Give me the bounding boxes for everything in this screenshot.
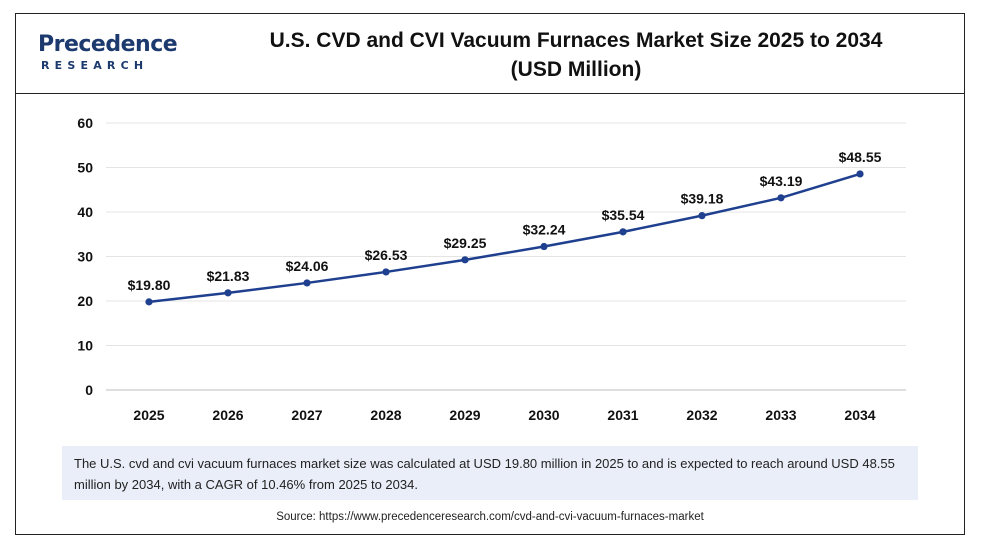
x-tick-label: 2034 [844,407,875,423]
data-label: $19.80 [128,277,171,293]
y-tick-label: 10 [77,338,93,354]
data-label: $24.06 [286,258,329,274]
x-tick-label: 2031 [607,407,638,423]
x-tick-label: 2028 [370,407,401,423]
x-tick-label: 2033 [765,407,796,423]
chart-title-line-2: (USD Million) [510,58,642,81]
x-tick-label: 2030 [528,407,559,423]
data-label: $39.18 [681,191,724,207]
logo: Precedence RESEARCH [38,32,188,76]
chart-title-line-1: U.S. CVD and CVI Vacuum Furnaces Market … [269,29,883,52]
data-point [856,170,864,178]
series-line [148,172,861,304]
source-citation: Source: https://www.precedenceresearch.c… [276,511,704,523]
data-point [461,256,469,264]
y-tick-label: 60 [77,115,93,131]
chart-title: U.S. CVD and CVI Vacuum Furnaces Market … [216,26,936,84]
y-tick-label: 40 [77,204,93,220]
x-tick-label: 2032 [686,407,717,423]
data-label: $21.83 [207,268,250,284]
data-point [698,212,706,220]
logo-subtitle: RESEARCH [41,59,149,72]
y-tick-label: 20 [77,293,93,309]
y-tick-label: 50 [77,160,93,176]
data-label: $35.54 [602,207,645,223]
data-point [777,194,785,202]
header: Precedence RESEARCH U.S. CVD and CVI Vac… [16,14,964,94]
data-label: $43.19 [760,173,803,189]
logo-wordmark: Precedence [38,32,178,57]
summary-note: The U.S. cvd and cvi vacuum furnaces mar… [62,446,918,500]
x-tick-label: 2025 [133,407,164,423]
data-point [303,279,311,287]
data-label: $29.25 [444,235,487,251]
data-label: $26.53 [365,247,408,263]
infographic-frame: Precedence RESEARCH U.S. CVD and CVI Vac… [15,13,965,535]
x-tick-label: 2029 [449,407,480,423]
x-tick-label: 2026 [212,407,243,423]
data-point [145,298,153,306]
y-tick-label: 30 [77,249,93,265]
x-tick-label: 2027 [291,407,322,423]
data-label: $48.55 [839,149,882,165]
data-point [619,228,627,236]
data-label: $32.24 [523,222,566,238]
y-tick-label: 0 [85,382,93,398]
data-point [540,242,548,251]
data-point [382,268,390,276]
data-point [224,289,232,297]
